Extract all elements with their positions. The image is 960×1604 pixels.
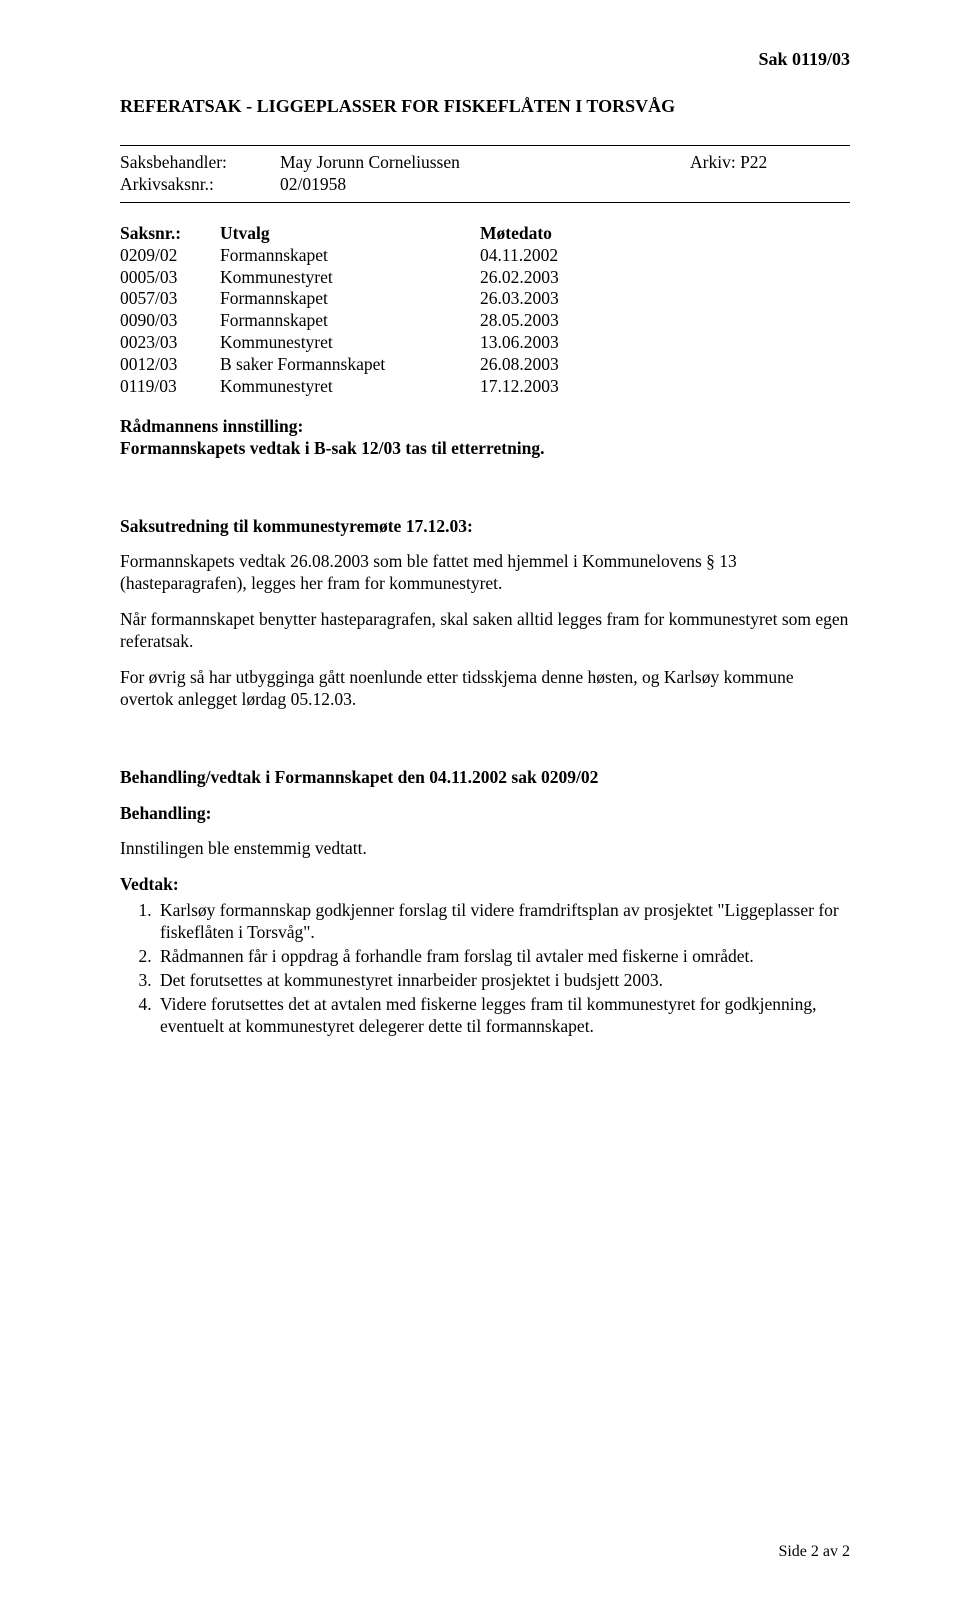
utvalg-row: 0023/03 Kommunestyret 13.06.2003 — [120, 332, 850, 354]
meta-row-arkivsaksnr: Arkivsaksnr.: 02/01958 — [120, 174, 850, 196]
utvalg-saksnr: 0057/03 — [120, 288, 220, 310]
saksutredning-p2: Når formannskapet benytter hasteparagraf… — [120, 609, 850, 653]
arkiv-spacer — [690, 174, 850, 196]
utvalg-name: Kommunestyret — [220, 267, 480, 289]
saksutredning-heading: Saksutredning til kommunestyremøte 17.12… — [120, 516, 850, 538]
arkivsaksnr-label: Arkivsaksnr.: — [120, 174, 280, 196]
vedtak-list: Karlsøy formannskap godkjenner forslag t… — [120, 900, 850, 1037]
col-header-motedato: Møtedato — [480, 223, 620, 245]
utvalg-name: Formannskapet — [220, 288, 480, 310]
divider-bottom — [120, 202, 850, 203]
vedtak-item: Karlsøy formannskap godkjenner forslag t… — [156, 900, 850, 944]
utvalg-header: Saksnr.: Utvalg Møtedato — [120, 223, 850, 245]
behandling-label: Behandling: — [120, 803, 850, 825]
col-header-saksnr: Saksnr.: — [120, 223, 220, 245]
vedtak-item: Rådmannen får i oppdrag å forhandle fram… — [156, 946, 850, 968]
utvalg-row: 0057/03 Formannskapet 26.03.2003 — [120, 288, 850, 310]
utvalg-row: 0005/03 Kommunestyret 26.02.2003 — [120, 267, 850, 289]
sak-number: Sak 0119/03 — [120, 48, 850, 71]
saksbehandler-value: May Jorunn Corneliussen — [280, 152, 690, 174]
utvalg-row: 0119/03 Kommunestyret 17.12.2003 — [120, 376, 850, 398]
page-footer: Side 2 av 2 — [778, 1542, 850, 1562]
utvalg-saksnr: 0090/03 — [120, 310, 220, 332]
utvalg-dato: 17.12.2003 — [480, 376, 620, 398]
arkiv-label: Arkiv: P22 — [690, 152, 850, 174]
page: Sak 0119/03 REFERATSAK - LIGGEPLASSER FO… — [0, 0, 960, 1604]
utvalg-dato: 26.02.2003 — [480, 267, 620, 289]
behandling-heading: Behandling/vedtak i Formannskapet den 04… — [120, 767, 850, 789]
behandling-text: Innstilingen ble enstemmig vedtatt. — [120, 838, 850, 860]
radmann-heading: Rådmannens innstilling: — [120, 416, 850, 438]
saksutredning-p1: Formannskapets vedtak 26.08.2003 som ble… — [120, 551, 850, 595]
utvalg-saksnr: 0005/03 — [120, 267, 220, 289]
arkivsaksnr-value: 02/01958 — [280, 174, 690, 196]
vedtak-item: Det forutsettes at kommunestyret innarbe… — [156, 970, 850, 992]
utvalg-dato: 04.11.2002 — [480, 245, 620, 267]
utvalg-name: Formannskapet — [220, 310, 480, 332]
vedtak-label: Vedtak: — [120, 874, 850, 896]
saksutredning-p3: For øvrig så har utbygginga gått noenlun… — [120, 667, 850, 711]
utvalg-dato: 26.08.2003 — [480, 354, 620, 376]
document-title: REFERATSAK - LIGGEPLASSER FOR FISKEFLÅTE… — [120, 95, 850, 118]
utvalg-saksnr: 0023/03 — [120, 332, 220, 354]
utvalg-row: 0209/02 Formannskapet 04.11.2002 — [120, 245, 850, 267]
radmann-text: Formannskapets vedtak i B-sak 12/03 tas … — [120, 438, 850, 460]
utvalg-name: Kommunestyret — [220, 376, 480, 398]
utvalg-name: B saker Formannskapet — [220, 354, 480, 376]
utvalg-rows: 0209/02 Formannskapet 04.11.2002 0005/03… — [120, 245, 850, 398]
meta-row-saksbehandler: Saksbehandler: May Jorunn Corneliussen A… — [120, 152, 850, 174]
utvalg-name: Kommunestyret — [220, 332, 480, 354]
col-header-utvalg: Utvalg — [220, 223, 480, 245]
utvalg-saksnr: 0119/03 — [120, 376, 220, 398]
meta-block: Saksbehandler: May Jorunn Corneliussen A… — [120, 146, 850, 202]
utvalg-row: 0090/03 Formannskapet 28.05.2003 — [120, 310, 850, 332]
utvalg-saksnr: 0209/02 — [120, 245, 220, 267]
utvalg-dato: 28.05.2003 — [480, 310, 620, 332]
utvalg-dato: 13.06.2003 — [480, 332, 620, 354]
saksbehandler-label: Saksbehandler: — [120, 152, 280, 174]
utvalg-saksnr: 0012/03 — [120, 354, 220, 376]
utvalg-row: 0012/03 B saker Formannskapet 26.08.2003 — [120, 354, 850, 376]
utvalg-dato: 26.03.2003 — [480, 288, 620, 310]
vedtak-item: Videre forutsettes det at avtalen med fi… — [156, 994, 850, 1038]
utvalg-name: Formannskapet — [220, 245, 480, 267]
